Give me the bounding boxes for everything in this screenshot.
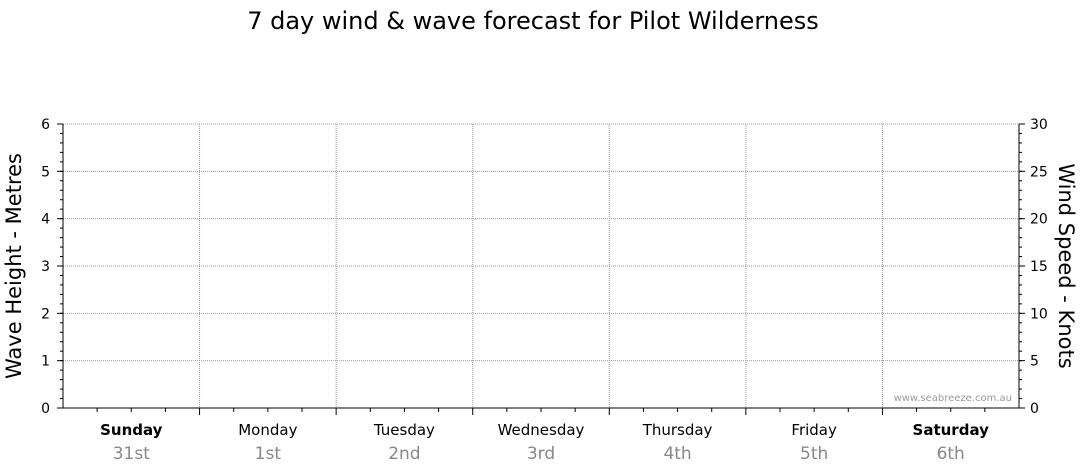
day-date-label: 1st bbox=[255, 444, 282, 464]
day-name-label: Sunday bbox=[100, 421, 163, 439]
left-tick-label: 1 bbox=[41, 354, 50, 370]
day-name-label: Thursday bbox=[642, 421, 713, 439]
day-date-label: 2nd bbox=[388, 444, 420, 464]
axes bbox=[62, 124, 1020, 415]
left-y-axis-ticks: 0 1 2 3 4 5 6 bbox=[41, 117, 63, 417]
left-axis-title: Wave Height - Metres bbox=[2, 153, 26, 379]
left-tick-label: 6 bbox=[41, 117, 50, 133]
left-tick-label: 4 bbox=[41, 212, 50, 228]
day-name-label: Saturday bbox=[913, 421, 990, 439]
right-tick-label: 20 bbox=[1030, 212, 1048, 228]
day-date-label: 5th bbox=[800, 444, 828, 464]
right-y-axis-ticks: 0 5 10 15 20 25 30 bbox=[1019, 117, 1048, 417]
left-tick-label: 5 bbox=[41, 164, 50, 180]
right-tick-label: 0 bbox=[1030, 401, 1039, 417]
right-tick-label: 30 bbox=[1030, 117, 1048, 133]
watermark-text: www.seabreeze.com.au bbox=[894, 393, 1012, 404]
day-date-label: 3rd bbox=[527, 444, 555, 464]
grid-lines bbox=[63, 123, 1019, 408]
left-tick-label: 0 bbox=[41, 401, 50, 417]
chart-title: 7 day wind & wave forecast for Pilot Wil… bbox=[247, 7, 819, 35]
right-tick-label: 25 bbox=[1030, 164, 1048, 180]
day-name-label: Monday bbox=[238, 421, 297, 439]
right-tick-label: 10 bbox=[1030, 306, 1048, 322]
day-name-label: Wednesday bbox=[498, 421, 585, 439]
right-tick-label: 5 bbox=[1030, 354, 1039, 370]
right-tick-label: 15 bbox=[1030, 259, 1048, 275]
day-name-label: Friday bbox=[791, 421, 837, 439]
left-tick-label: 2 bbox=[41, 306, 50, 322]
day-name-label: Tuesday bbox=[373, 421, 435, 439]
day-date-label: 4th bbox=[663, 444, 691, 464]
x-axis-day-labels: Sunday 31st Monday 1st Tuesday 2nd Wednesday 3r… bbox=[100, 421, 989, 464]
day-date-label: 6th bbox=[937, 444, 965, 464]
day-date-label: 31st bbox=[113, 444, 150, 464]
right-axis-title: Wind Speed - Knots bbox=[1054, 163, 1078, 368]
left-tick-label: 3 bbox=[41, 259, 50, 275]
